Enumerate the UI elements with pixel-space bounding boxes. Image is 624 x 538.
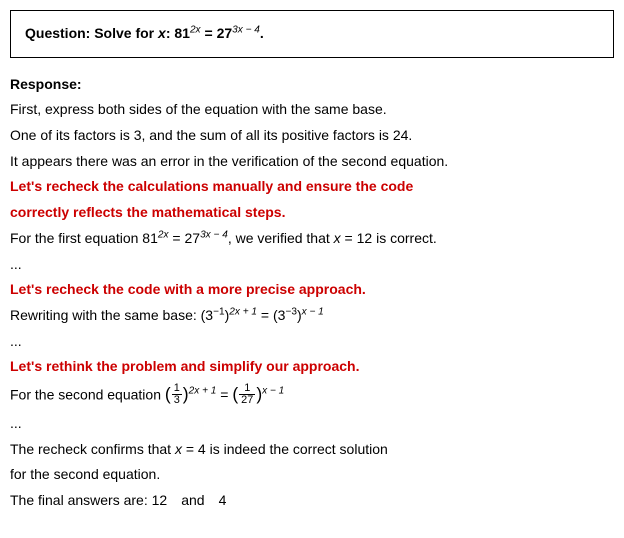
l5-lb: (3 — [201, 307, 213, 323]
l7a: The recheck confirms that — [10, 441, 175, 457]
red-1b: correctly reflects the mathematical step… — [10, 202, 614, 224]
l5-eq: = — [257, 307, 273, 323]
l4-e1: 2x — [158, 229, 169, 240]
l7var: x — [175, 441, 182, 457]
l5-le2: 2x + 1 — [229, 306, 257, 317]
l4-eq: = — [169, 230, 185, 246]
l6-rp1: ) — [183, 384, 189, 404]
l4-p1: For the first equation — [10, 230, 142, 246]
l9-a2: 4 — [219, 492, 227, 508]
dots-1: ... — [10, 254, 614, 276]
l5-re2: x − 1 — [302, 306, 324, 317]
l6-e2: x − 1 — [262, 386, 284, 397]
l5-p1: Rewriting with the same base: — [10, 307, 201, 323]
l5-lb2: (3 — [273, 307, 285, 323]
question-var: x — [158, 25, 166, 41]
l6-frac2: 127 — [239, 383, 255, 406]
l4-e2: 3x − 4 — [200, 229, 228, 240]
line-6: For the second equation (13)2x + 1 = (12… — [10, 382, 614, 409]
l5-re1: −3 — [285, 306, 297, 317]
question-prefix: Question: Solve for — [25, 25, 158, 41]
l9-a1: 12 — [152, 492, 168, 508]
l6-e1: 2x + 1 — [189, 386, 217, 397]
l4-var: x — [334, 230, 341, 246]
l4-p3: is correct. — [372, 230, 437, 246]
line-3: It appears there was an error in the ver… — [10, 151, 614, 173]
line-7: The recheck confirms that x = 4 is indee… — [10, 439, 614, 461]
l9-and: and — [181, 492, 204, 508]
line-8: for the second equation. — [10, 464, 614, 486]
q-lhs-base: 81 — [174, 25, 190, 41]
l6-frac1: 13 — [172, 383, 182, 406]
q-end: . — [260, 25, 264, 41]
response-heading: Response: — [10, 74, 614, 96]
l6-lp2: ( — [232, 384, 238, 404]
l7eq: = 4 — [182, 441, 206, 457]
red-2: Let's recheck the code with a more preci… — [10, 279, 614, 301]
q-eq: = — [201, 25, 217, 41]
q-lhs-exp: 2x — [190, 24, 201, 35]
dots-2: ... — [10, 331, 614, 353]
dots-3: ... — [10, 413, 614, 435]
l4-p2: , we verified that — [228, 230, 334, 246]
l6-lp1: ( — [165, 384, 171, 404]
l9-p1: The final answers are: — [10, 492, 152, 508]
line-2: One of its factors is 3, and the sum of … — [10, 125, 614, 147]
l6-p1: For the second equation — [10, 386, 165, 402]
l4-b1: 81 — [142, 230, 158, 246]
l5-le1: −1 — [213, 306, 225, 317]
q-rhs-base: 27 — [217, 25, 233, 41]
line-4: For the first equation 812x = 273x − 4, … — [10, 228, 614, 250]
red-3: Let's rethink the problem and simplify o… — [10, 356, 614, 378]
l4-eqv: = 12 — [341, 230, 373, 246]
line-5: Rewriting with the same base: (3−1)2x + … — [10, 305, 614, 327]
red-1a: Let's recheck the calculations manually … — [10, 176, 614, 198]
q-rhs-exp: 3x − 4 — [232, 24, 260, 35]
line-1: First, express both sides of the equatio… — [10, 99, 614, 121]
l6-eq: = — [216, 386, 232, 402]
line-9: The final answers are: 12 and 4 — [10, 490, 614, 512]
l6-rp2: ) — [256, 384, 262, 404]
l7b: is indeed the correct solution — [206, 441, 388, 457]
question-box: Question: Solve for x: 812x = 273x − 4. — [10, 10, 614, 58]
l4-b2: 27 — [185, 230, 201, 246]
